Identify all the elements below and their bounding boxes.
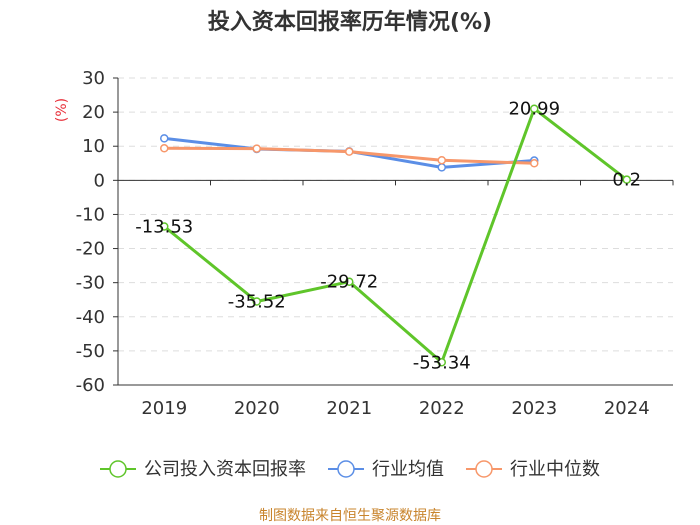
legend-item-2[interactable]: 行业中位数 [466, 459, 600, 480]
series-layer [160, 104, 631, 367]
y-tick-label: -10 [76, 204, 105, 225]
x-tick-label: 2019 [141, 398, 187, 419]
data-point [160, 222, 169, 231]
data-point [437, 163, 446, 172]
chart-title: 投入资本回报率历年情况(%) [208, 9, 492, 35]
x-tick-label: 2022 [419, 398, 465, 419]
legend-marker [337, 460, 355, 478]
x-tick-label: 2020 [234, 398, 280, 419]
data-point [437, 358, 446, 367]
x-tick-label: 2021 [326, 398, 372, 419]
data-point [345, 277, 354, 286]
data-point [622, 175, 631, 184]
data-point [252, 144, 261, 153]
grid-layer [118, 77, 673, 352]
series-line-0 [163, 107, 628, 364]
legend-marker [475, 460, 493, 478]
legend[interactable]: 公司投入资本回报率 行业均值 行业中位数 [100, 459, 600, 480]
data-label-layer: -13.53 -35.52 -29.72 -53.34 20.99 0.2 [135, 99, 641, 374]
legend-item-0[interactable]: 公司投入资本回报率 [100, 459, 306, 480]
y-tick-label: 30 [82, 68, 105, 89]
data-label: -53.34 [413, 352, 471, 373]
data-label: -13.53 [135, 216, 193, 237]
source-footer: 制图数据来自恒生聚源数据库 [259, 508, 441, 524]
data-label: 0.2 [612, 170, 641, 191]
data-point [345, 147, 354, 156]
legend-label: 行业中位数 [510, 459, 600, 480]
y-tick-label: -50 [76, 341, 105, 362]
data-label: -35.52 [228, 291, 286, 312]
y-tick-label: -40 [76, 307, 105, 328]
data-label: 20.99 [508, 99, 560, 120]
x-tick-label: 2024 [604, 398, 650, 419]
y-axis-label: (%) [54, 98, 70, 122]
legend-label: 行业均值 [372, 459, 444, 480]
x-tick-label: 2023 [511, 398, 557, 419]
y-tick-label: 20 [82, 102, 105, 123]
y-tick-label: 0 [94, 170, 105, 191]
legend-label: 公司投入资本回报率 [144, 459, 306, 480]
data-label: -29.72 [320, 272, 378, 293]
y-tick-label: 10 [82, 136, 105, 157]
data-point [530, 159, 539, 168]
data-point [252, 297, 261, 306]
data-point [160, 134, 169, 143]
y-tick-label: -20 [76, 239, 105, 260]
legend-marker [109, 460, 127, 478]
legend-item-1[interactable]: 行业均值 [328, 459, 444, 480]
data-point [437, 155, 446, 165]
data-point [160, 144, 169, 153]
data-point [530, 104, 539, 113]
y-tick-label: -30 [76, 273, 105, 294]
y-tick-label: -60 [76, 375, 105, 396]
axis-layer: 30 20 10 0 -10 -20 -30 -40 -50 -60 2019 2020 2021 202… [76, 68, 674, 419]
